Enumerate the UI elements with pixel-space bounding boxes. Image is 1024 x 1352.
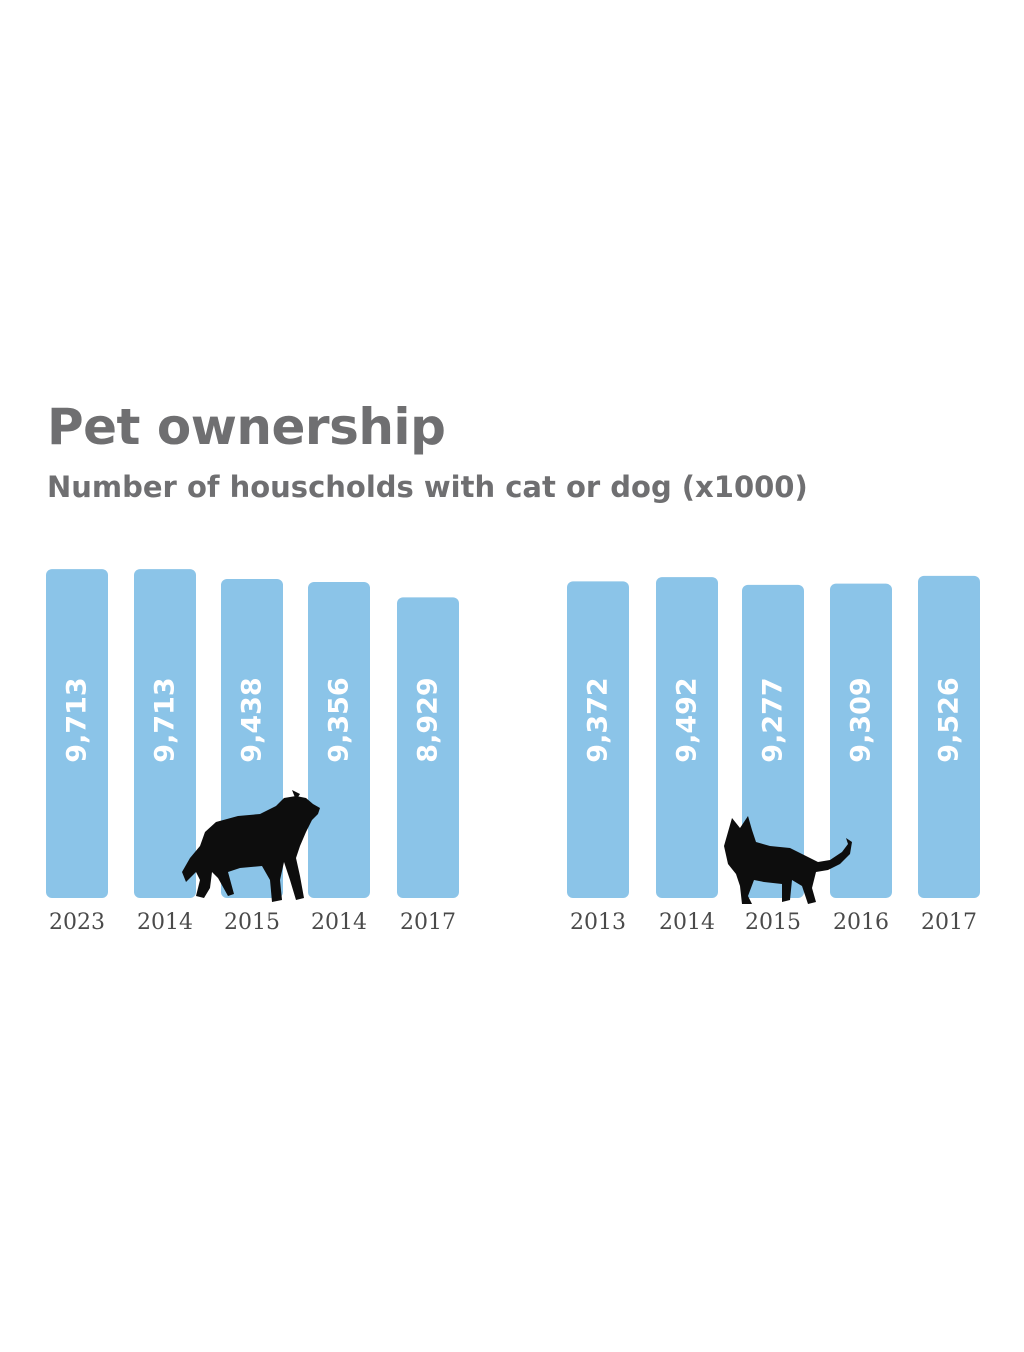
chart-subtitle: Number of houscholds with cat or dog (x1… xyxy=(47,470,808,504)
bar-value-label: 9,713 xyxy=(150,677,181,762)
bar-0-0 xyxy=(46,569,108,898)
bar-value-label: 9,713 xyxy=(62,677,93,762)
bar-value-label: 9,356 xyxy=(324,677,355,762)
chart-title: Pet ownership xyxy=(47,398,446,456)
bar-1-1 xyxy=(656,577,718,898)
x-tick-label: 2014 xyxy=(659,910,715,935)
dog-chart-panel: 9,713 2023 9,713 2014 9,438 2015 9,356 2014 8,92… xyxy=(46,569,459,935)
x-tick-label: 2017 xyxy=(400,910,456,935)
x-tick-label: 2016 xyxy=(833,910,889,935)
bar-value-label: 9,372 xyxy=(583,677,614,762)
cat-icon xyxy=(724,816,852,904)
bar-1-3 xyxy=(830,583,892,898)
bar-1-0 xyxy=(567,581,629,898)
dog-icon xyxy=(182,790,320,902)
x-tick-label: 2013 xyxy=(570,910,626,935)
bar-0-4 xyxy=(397,597,459,898)
bar-value-label: 9,438 xyxy=(237,677,268,762)
bar-value-label: 9,277 xyxy=(758,677,789,762)
bar-0-1 xyxy=(134,569,196,898)
bar-value-label: 8,929 xyxy=(413,677,444,762)
x-tick-label: 2014 xyxy=(137,910,193,935)
bar-value-label: 9,309 xyxy=(846,677,877,762)
cat-chart-panel: 9,372 2013 9,492 2014 9,277 2015 9,309 2016 9,52… xyxy=(567,575,980,935)
bar-value-label: 9,526 xyxy=(934,677,965,762)
x-tick-label: 2014 xyxy=(311,910,367,935)
x-tick-label: 2015 xyxy=(224,910,280,935)
bar-1-4 xyxy=(918,575,980,898)
bar-1-2 xyxy=(742,584,804,898)
x-tick-label: 2023 xyxy=(49,910,105,935)
x-tick-label: 2017 xyxy=(921,910,977,935)
bar-value-label: 9,492 xyxy=(672,677,703,762)
x-tick-label: 2015 xyxy=(745,910,801,935)
bar-0-3 xyxy=(308,581,370,898)
